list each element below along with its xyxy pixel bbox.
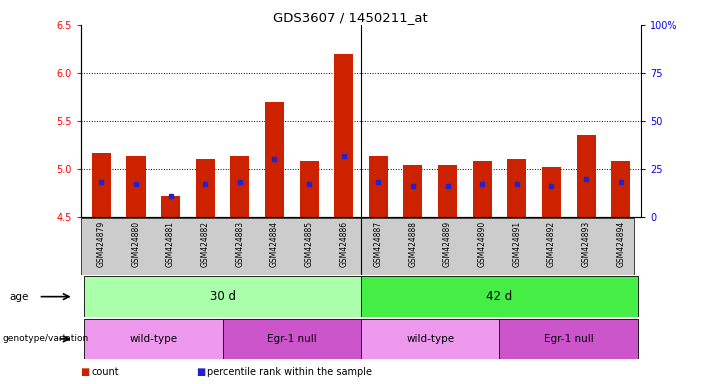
Text: GSM424883: GSM424883 [236,220,245,267]
Bar [84,319,222,359]
Bar [334,54,353,217]
Bar [126,156,146,217]
Text: ■: ■ [196,367,205,377]
Bar [576,136,596,217]
Text: 42 d: 42 d [486,290,512,303]
Text: genotype/variation: genotype/variation [2,334,88,343]
Text: count: count [91,367,118,377]
Text: Egr-1 null: Egr-1 null [544,334,594,344]
Text: GSM424885: GSM424885 [305,220,313,267]
Text: GSM424886: GSM424886 [339,220,348,267]
Bar [403,165,423,217]
Bar [361,319,500,359]
Text: GSM424879: GSM424879 [97,220,106,267]
Bar [500,319,638,359]
Bar [299,161,319,217]
Text: wild-type: wild-type [129,334,177,344]
Bar [222,319,361,359]
Bar [611,161,630,217]
Text: Egr-1 null: Egr-1 null [267,334,317,344]
Bar [84,276,361,317]
Text: percentile rank within the sample: percentile rank within the sample [207,367,372,377]
Text: GSM424894: GSM424894 [616,220,625,267]
Text: 30 d: 30 d [210,290,236,303]
Text: GSM424891: GSM424891 [512,220,522,267]
Text: GSM424880: GSM424880 [132,220,140,267]
Bar [542,167,561,217]
Text: GSM424892: GSM424892 [547,220,556,267]
Text: GSM424882: GSM424882 [200,220,210,266]
Bar [92,153,111,217]
Bar [472,161,491,217]
Bar [508,159,526,217]
Bar [161,196,180,217]
Bar [196,159,215,217]
Text: age: age [9,291,29,302]
Bar [231,156,250,217]
Text: GSM424884: GSM424884 [270,220,279,267]
Text: GSM424887: GSM424887 [374,220,383,267]
Text: GSM424890: GSM424890 [477,220,486,267]
Bar [361,276,638,317]
Text: GSM424888: GSM424888 [409,220,417,266]
Bar [265,102,284,217]
Text: GSM424889: GSM424889 [443,220,452,267]
Text: wild-type: wild-type [406,334,454,344]
Text: GDS3607 / 1450211_at: GDS3607 / 1450211_at [273,12,428,25]
Bar [369,156,388,217]
Text: GSM424893: GSM424893 [582,220,590,267]
Bar [438,165,457,217]
Text: ■: ■ [81,367,90,377]
Text: GSM424881: GSM424881 [166,220,175,266]
